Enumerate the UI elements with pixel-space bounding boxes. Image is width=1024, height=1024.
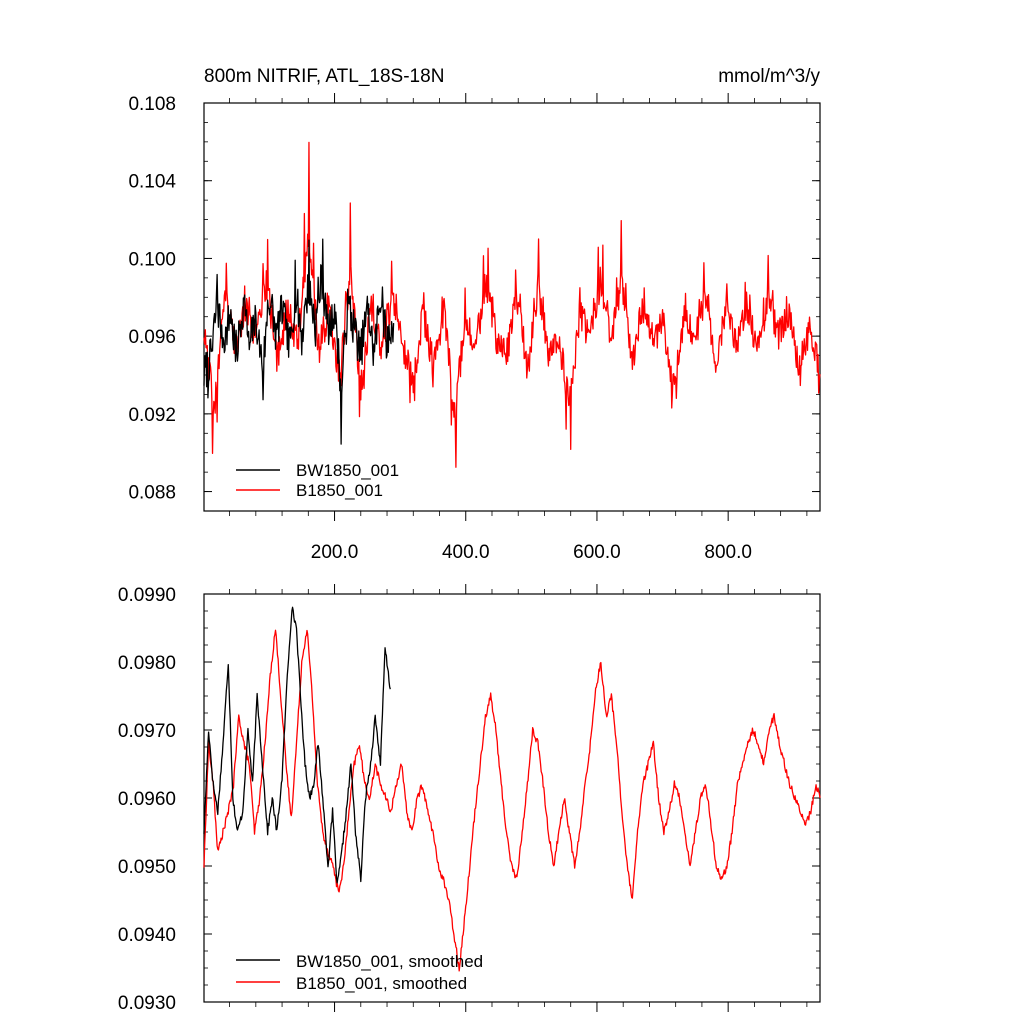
series-line-bw1850-001-smoothed [203, 606, 391, 884]
legend-label-b1850-001-smoothed: B1850_001, smoothed [296, 974, 467, 993]
top-xtick-label: 400.0 [442, 542, 490, 563]
bottom-panel-series [203, 606, 821, 972]
top-xtick-label: 800.0 [704, 542, 752, 563]
series-line-bw1850-001 [203, 238, 395, 445]
top-xtick-label: 200.0 [311, 542, 359, 563]
top-panel-units: mmol/m^3/y [718, 66, 820, 87]
top-ytick-label: 0.088 [128, 483, 176, 504]
top-ytick-label: 0.108 [128, 94, 176, 115]
top-ytick-label: 0.096 [128, 327, 176, 348]
bottom-ytick-label: 0.0940 [118, 925, 176, 946]
bottom-ytick-label: 0.0970 [118, 721, 176, 742]
top-ytick-label: 0.104 [128, 172, 176, 193]
series-line-b1850-001 [203, 141, 821, 468]
bottom-panel-ticks: 0.0930 0.0940 0.0950 0.0960 0.0970 0.0980 0.09… [118, 584, 820, 1014]
top-panel-frame [203, 102, 821, 512]
bottom-ytick-label: 0.0980 [118, 653, 176, 674]
top-panel-legend: BW1850_001 B1850_001 [236, 461, 399, 500]
legend-label-bw1850-001: BW1850_001 [296, 461, 399, 480]
bottom-ytick-label: 0.0930 [118, 993, 176, 1014]
bottom-ytick-label: 0.0960 [118, 789, 176, 810]
series-line-b1850-001-smoothed [203, 629, 821, 972]
top-panel-title: 800m NITRIF, ATL_18S-18N [204, 66, 444, 87]
bottom-ytick-label: 0.0990 [118, 585, 176, 606]
top-panel: 800m NITRIF, ATL_18S-18N mmol/m^3/y 0.08… [128, 66, 821, 563]
legend-label-bw1850-001-smoothed: BW1850_001, smoothed [296, 952, 483, 971]
bottom-panel: 0.0930 0.0940 0.0950 0.0960 0.0970 0.0980 0.09… [118, 584, 821, 1014]
top-ytick-label: 0.092 [128, 405, 176, 426]
legend-label-b1850-001: B1850_001 [296, 481, 383, 500]
top-panel-ticks: 0.088 0.092 0.096 0.100 0.104 0.108 200.0 400.0… [128, 93, 820, 563]
bottom-panel-legend: BW1850_001, smoothed B1850_001, smoothed [236, 952, 483, 993]
top-ytick-label: 0.100 [128, 249, 176, 270]
top-xtick-label: 600.0 [573, 542, 621, 563]
bottom-ytick-label: 0.0950 [118, 857, 176, 878]
top-panel-series [203, 141, 821, 468]
